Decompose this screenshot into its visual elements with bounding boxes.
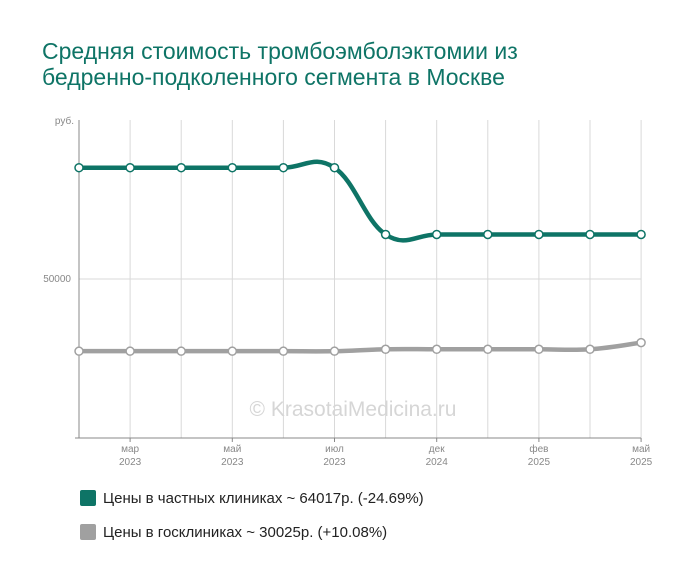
data-point-private bbox=[74, 162, 84, 173]
x-tick-label-year: 2025 bbox=[528, 457, 551, 468]
data-point-public bbox=[636, 337, 646, 348]
data-point-public bbox=[585, 344, 595, 355]
series-private bbox=[74, 159, 646, 243]
x-tick-label-month: мар bbox=[121, 444, 139, 455]
legend-label-private: Цены в частных клиниках ~ 64017р. (-24.6… bbox=[103, 490, 424, 507]
x-tick-label-month: дек bbox=[429, 444, 445, 455]
data-point-public bbox=[74, 346, 84, 356]
legend-swatch-public bbox=[80, 524, 96, 540]
x-tick-label-year: 2024 bbox=[426, 457, 449, 468]
chart-title-line-2: бедренно-подколенного сегмента в Москве bbox=[42, 64, 505, 90]
data-point-public bbox=[176, 346, 186, 356]
chart-title: Средняя стоимость тромбоэмболэктомии из … bbox=[42, 38, 662, 90]
data-point-public bbox=[278, 346, 289, 356]
x-tick-label-year: 2023 bbox=[323, 457, 346, 468]
data-point-private bbox=[176, 162, 186, 173]
data-point-private bbox=[125, 162, 135, 173]
x-tick-label-year: 2023 bbox=[221, 457, 244, 468]
data-point-private bbox=[483, 229, 493, 240]
data-point-public bbox=[125, 346, 135, 356]
data-point-private bbox=[380, 229, 391, 240]
grid-lines bbox=[78, 120, 642, 438]
data-point-public bbox=[431, 344, 442, 355]
data-point-private bbox=[636, 229, 646, 240]
watermark: © KrasotaiMedicina.ru bbox=[250, 398, 457, 421]
data-point-public bbox=[227, 346, 238, 356]
data-point-public bbox=[483, 344, 493, 355]
x-tick-label-year: 2023 bbox=[119, 457, 142, 468]
data-point-public bbox=[534, 344, 544, 355]
y-tick-label: 50000 bbox=[43, 274, 71, 285]
data-point-private bbox=[534, 229, 544, 240]
legend-swatch-private bbox=[80, 490, 96, 506]
data-point-private bbox=[431, 229, 442, 240]
x-tick-label-month: май bbox=[223, 444, 241, 455]
data-point-private bbox=[585, 229, 595, 240]
x-tick-label-month: июл bbox=[325, 444, 344, 455]
series-line-private bbox=[76, 159, 644, 243]
legend-label-public: Цены в госклиниках ~ 30025р. (+10.08%) bbox=[103, 524, 388, 541]
data-point-private bbox=[227, 162, 238, 173]
data-point-private bbox=[278, 162, 289, 173]
y-axis-label: руб. bbox=[55, 115, 74, 127]
series-public bbox=[74, 337, 646, 356]
chart-title-line-1: Средняя стоимость тромбоэмболэктомии из bbox=[42, 38, 518, 64]
data-point-public bbox=[329, 346, 340, 356]
x-tick-label-month: май bbox=[632, 444, 650, 455]
x-tick-label-month: фев bbox=[529, 443, 548, 455]
x-tick-label-year: 2025 bbox=[630, 457, 653, 468]
data-point-public bbox=[380, 344, 391, 355]
data-point-private bbox=[329, 162, 340, 173]
series-line-public bbox=[76, 340, 644, 354]
